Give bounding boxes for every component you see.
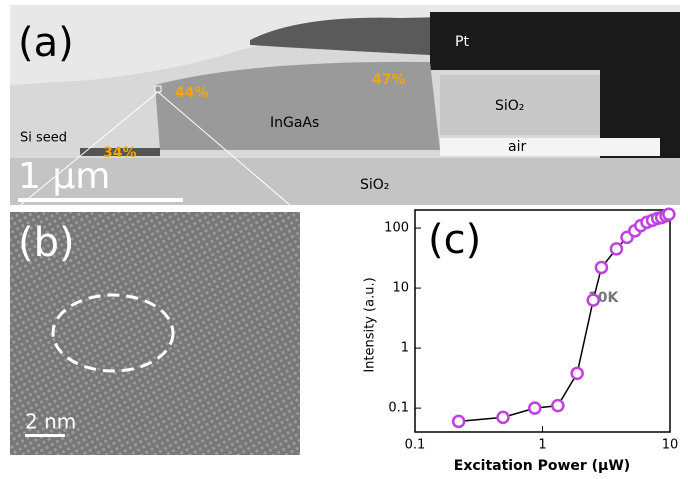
y-tick-label: 100 [384,221,409,236]
panel-c: (c) 10K Excitation Power (μW) Intensity … [363,209,679,474]
x-tick-label: 10 [662,438,679,453]
data-point [529,403,540,414]
data-point [611,243,622,254]
panel-b: (b) 2 nm [10,212,300,455]
x-tick-label: 1 [538,438,546,453]
region-label: InGaAs [270,115,319,131]
data-point [498,412,509,423]
data-point [596,262,607,273]
composition: 47% [372,72,406,88]
panel-label: (a) [18,20,74,66]
y-axis-label: Intensity (a.u.) [363,277,378,372]
data-point [453,416,464,427]
data-point [663,209,674,220]
region-label: air [508,139,526,155]
region-label: Pt [455,34,469,50]
scale-bar [25,434,65,437]
page: (a) Pt SiO₂ InGaAs air Si seed SiO₂ 44% … [0,0,688,479]
scale-bar-label: 1 μm [18,156,110,197]
data-point [552,400,563,411]
scale-bar-label: 2 nm [25,410,76,434]
panel-label: (c) [428,217,481,263]
panel-a: (a) Pt SiO₂ InGaAs air Si seed SiO₂ 44% … [10,5,680,212]
panel-label: (b) [18,220,75,266]
air-gap [440,138,660,156]
region-label: SiO₂ [495,98,524,114]
composition: 44% [175,85,209,101]
sio2-bottom [10,158,680,205]
figure: (a) Pt SiO₂ InGaAs air Si seed SiO₂ 44% … [0,0,688,479]
trend-line [459,214,669,421]
x-tick-label: 0.1 [405,438,426,453]
data-point [572,368,583,379]
data-point [588,295,599,306]
region-label: Si seed [20,131,67,146]
scale-bar [18,198,183,202]
y-tick-label: 0.1 [388,401,409,416]
x-axis-label: Excitation Power (μW) [454,458,630,474]
y-tick-label: 10 [392,281,409,296]
region-label: SiO₂ [360,177,389,193]
y-tick-label: 1 [401,341,409,356]
